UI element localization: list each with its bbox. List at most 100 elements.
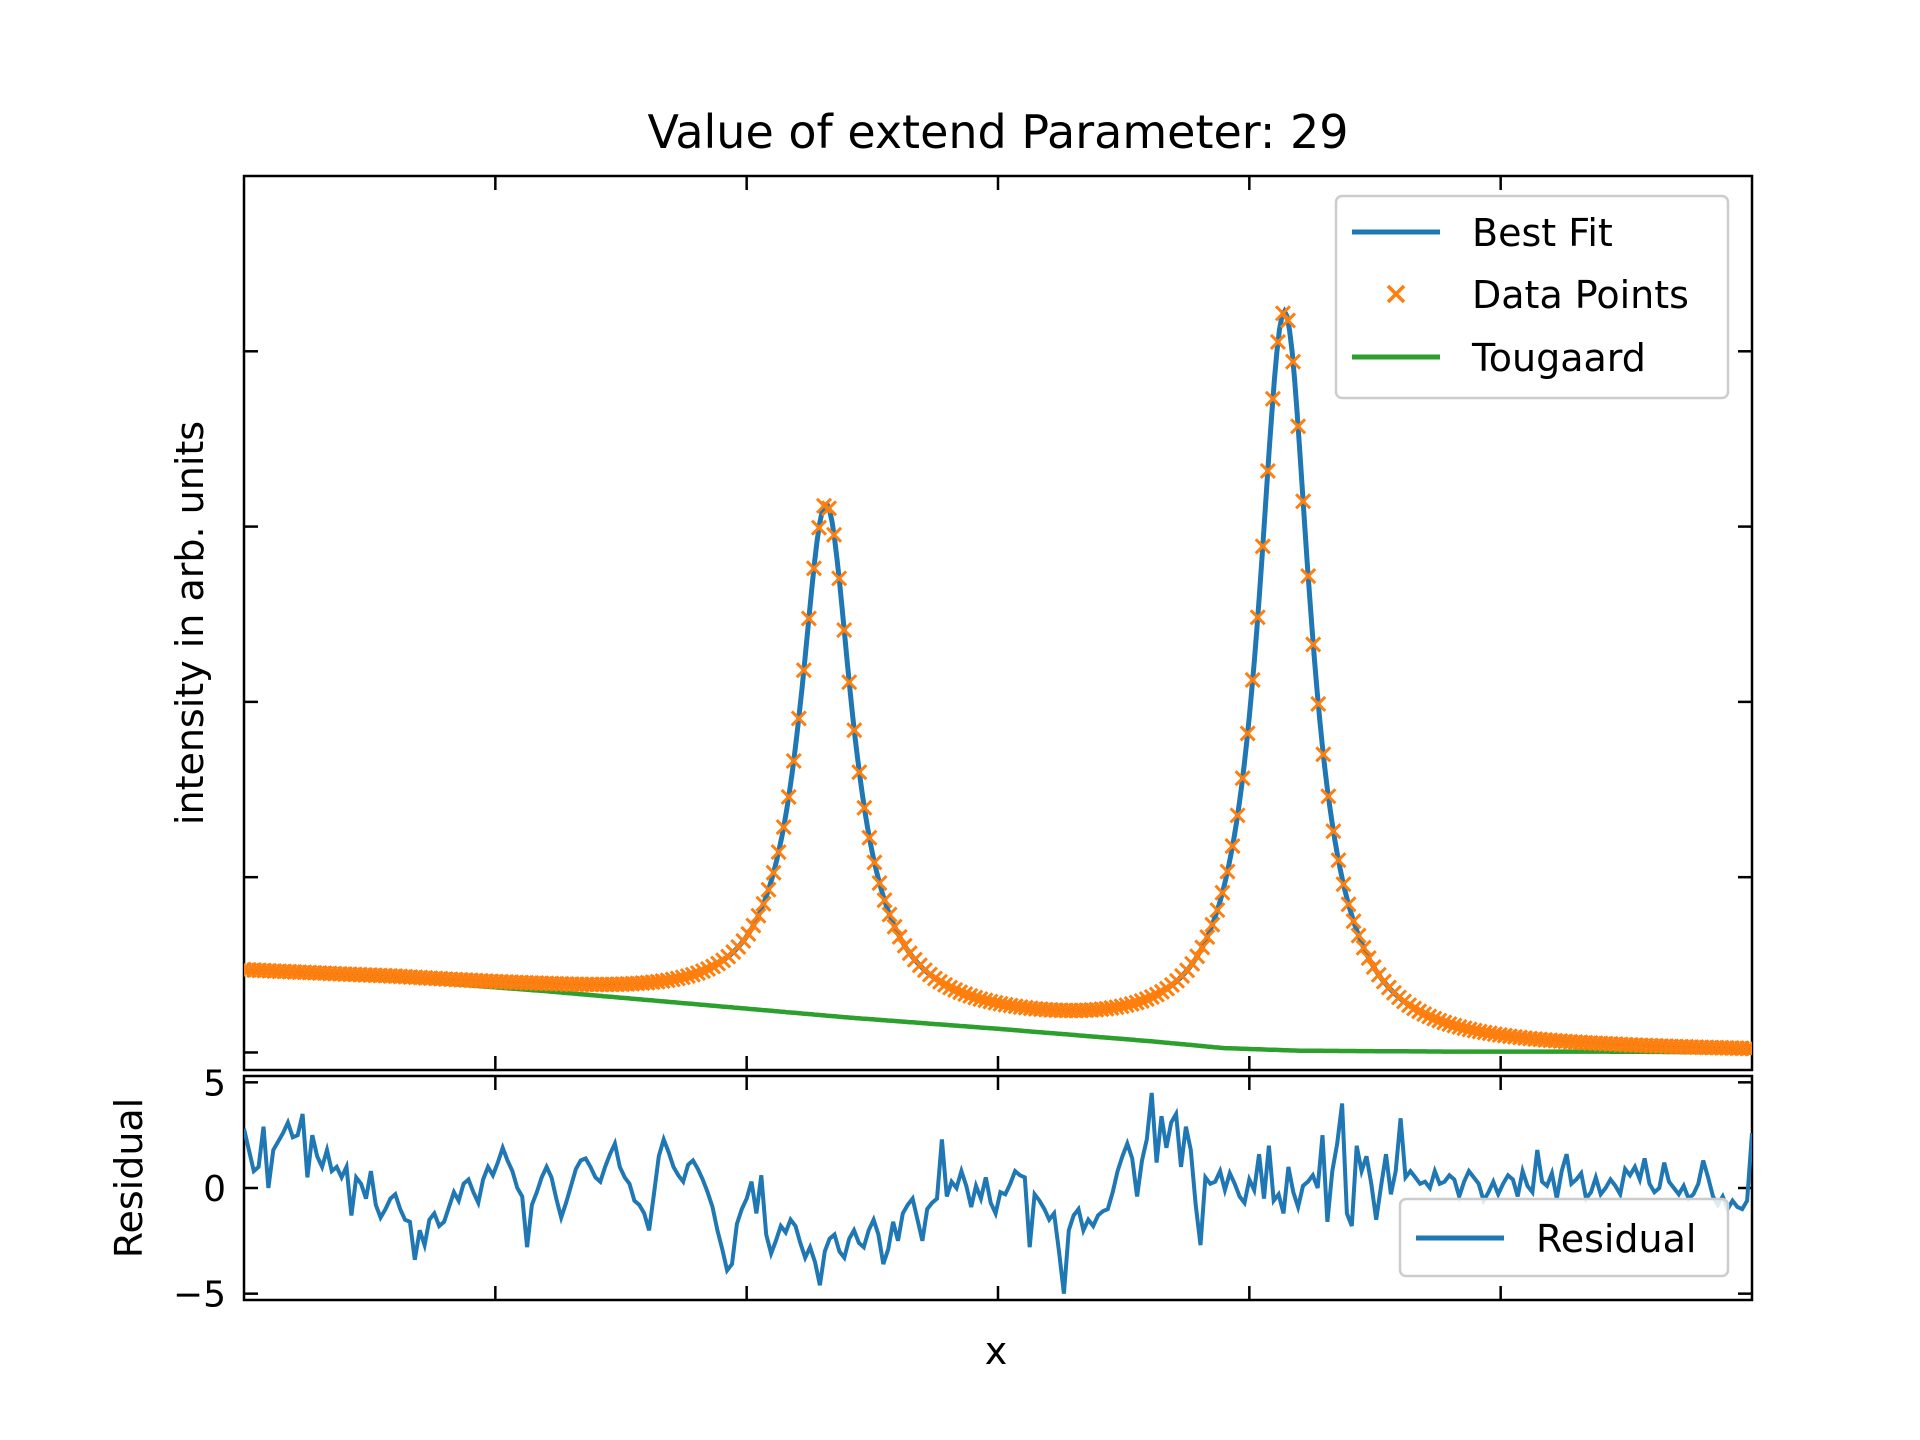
x-axis-label: x (985, 1329, 1008, 1373)
data-point-marker (1274, 305, 1292, 322)
residual-ytick-label-minus5: −5 (173, 1275, 226, 1316)
data-point-marker (1224, 838, 1241, 855)
data-point-marker (760, 881, 777, 898)
data-point-marker (962, 987, 979, 1004)
legend-data-points-label: Data Points (1472, 273, 1689, 317)
legend-data-points-swatch (1386, 284, 1406, 304)
data-point-marker (1184, 955, 1201, 972)
main-legend-box (1334, 194, 1730, 400)
data-point-marker (1284, 353, 1302, 370)
data-point-marker (1214, 884, 1231, 901)
chart-title: Value of extend Parameter: 29 (647, 105, 1348, 159)
residual-line (244, 1092, 1752, 1294)
main-ticks (244, 176, 1752, 1070)
data-point-marker (886, 918, 903, 935)
data-point-marker (1259, 462, 1276, 479)
data-point-marker (775, 819, 792, 836)
data-point-marker (1738, 1040, 1752, 1057)
legend-tougaard-label: Tougaard (1471, 336, 1646, 380)
data-point-marker (1315, 746, 1332, 763)
data-point-marker (689, 964, 706, 982)
main-y-axis-label: intensity in arb. units (168, 421, 212, 825)
legend-residual-label: Residual (1536, 1217, 1696, 1261)
data-point-marker (1269, 333, 1286, 351)
data-point-marker (1350, 927, 1367, 944)
data-point-marker (861, 829, 878, 846)
data-point-marker (1431, 1012, 1448, 1029)
data-point-marker (1300, 567, 1317, 585)
data-point-marker (881, 906, 898, 923)
data-point-marker (1128, 994, 1145, 1011)
data-point-marker (1219, 863, 1236, 880)
data-point-marker (745, 917, 762, 934)
data-point-marker (1244, 671, 1261, 689)
data-point-marker (740, 925, 757, 942)
data-point-marker (826, 526, 843, 543)
data-point-marker (755, 895, 772, 912)
data-point-marker (1189, 948, 1206, 965)
data-point-marker (1320, 788, 1337, 805)
data-points (244, 305, 1752, 1057)
data-point-marker (1335, 876, 1352, 893)
data-point-marker (1305, 636, 1322, 653)
data-point-marker (800, 610, 817, 627)
data-point-marker (1123, 995, 1140, 1013)
data-point-marker (1234, 770, 1251, 787)
data-point-marker (1279, 312, 1297, 329)
data-point-marker (1204, 916, 1221, 933)
data-point-marker (805, 560, 822, 577)
data-point-marker (1249, 609, 1266, 626)
residual-panel: −5 0 5 Residual x Residual (107, 1063, 1754, 1373)
data-point-marker (1330, 852, 1347, 869)
residual-legend-box (1398, 1197, 1730, 1278)
residual-ytick-label-0: 0 (203, 1169, 226, 1210)
main-legend: Best Fit Data Points Tougaard (1334, 194, 1730, 400)
residual-legend: Residual (1398, 1197, 1730, 1278)
data-point-marker (810, 519, 828, 536)
data-point-marker (694, 963, 712, 980)
data-point-marker (952, 984, 969, 1001)
data-point-marker (1325, 823, 1342, 840)
data-point-marker (841, 674, 858, 691)
data-point-marker (1340, 896, 1357, 913)
data-point-marker (750, 907, 767, 924)
data-point-marker (1239, 725, 1256, 742)
data-point-marker (957, 986, 974, 1003)
data-point-marker (1290, 418, 1307, 435)
data-point-marker (1426, 1010, 1443, 1027)
data-point-marker (1264, 390, 1281, 407)
data-point-marker (1295, 493, 1312, 510)
residual-y-axis-label: Residual (107, 1098, 151, 1258)
data-point-marker (1436, 1014, 1453, 1031)
data-point-marker (1743, 1040, 1752, 1057)
data-point-marker (765, 864, 782, 881)
data-point-marker (851, 764, 868, 781)
data-point-marker (836, 621, 853, 639)
data-point-marker (679, 968, 696, 985)
legend-best-fit-label: Best Fit (1472, 211, 1613, 255)
data-point-marker (876, 892, 893, 909)
data-point-marker (1229, 807, 1246, 824)
data-point-marker (831, 570, 848, 587)
data-point-marker (770, 843, 787, 861)
data-point-marker (1355, 939, 1372, 956)
data-point-marker (820, 500, 838, 517)
data-point-marker (1365, 959, 1382, 976)
data-point-marker (871, 875, 888, 892)
main-panel: intensity in arb. units Best Fit Data Po… (168, 174, 1754, 1072)
data-point-marker (866, 854, 883, 871)
data-point-marker (1360, 950, 1377, 967)
data-point-marker (846, 722, 863, 739)
data-point-marker (684, 966, 701, 983)
data-point-marker (1199, 928, 1216, 946)
data-point-marker (1138, 990, 1155, 1008)
data-point-marker (795, 662, 812, 679)
data-point-marker (1310, 695, 1327, 712)
data-point-marker (891, 928, 908, 946)
data-point-marker (790, 710, 807, 727)
residual-ticks (244, 1076, 1752, 1300)
data-point-marker (856, 799, 873, 816)
data-point-marker (1254, 538, 1271, 555)
data-point-marker (785, 752, 802, 769)
